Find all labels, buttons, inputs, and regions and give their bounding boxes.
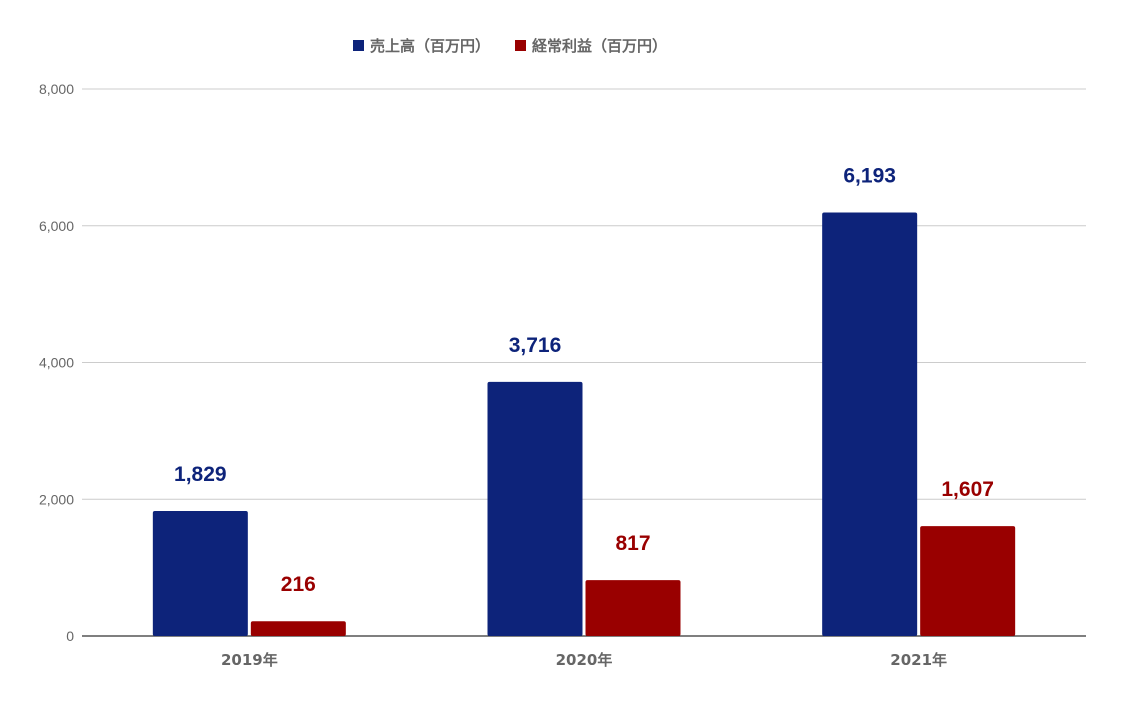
y-tick-label: 8,000 (39, 81, 74, 97)
y-tick-label: 4,000 (39, 355, 74, 371)
data-label: 216 (281, 573, 316, 596)
legend-swatch (515, 40, 526, 51)
bar (152, 510, 248, 636)
bar (487, 381, 583, 636)
bar (250, 621, 346, 636)
x-tick-label: 2019年 (221, 651, 278, 669)
y-tick-label: 0 (66, 628, 74, 644)
bar (920, 526, 1016, 636)
legend-swatch (353, 40, 364, 51)
legend-label: 経常利益（百万円） (532, 37, 667, 55)
x-tick-label: 2021年 (890, 651, 947, 669)
data-label: 6,193 (843, 165, 896, 188)
data-label: 1,607 (941, 478, 994, 501)
legend-label: 売上高（百万円） (370, 37, 490, 55)
bar (822, 212, 918, 636)
data-label: 817 (615, 532, 650, 555)
data-label: 3,716 (509, 334, 562, 357)
x-tick-label: 2020年 (556, 651, 613, 669)
y-tick-label: 2,000 (39, 491, 74, 507)
y-tick-label: 6,000 (39, 218, 74, 234)
bar (585, 580, 681, 636)
data-label: 1,829 (174, 463, 227, 486)
